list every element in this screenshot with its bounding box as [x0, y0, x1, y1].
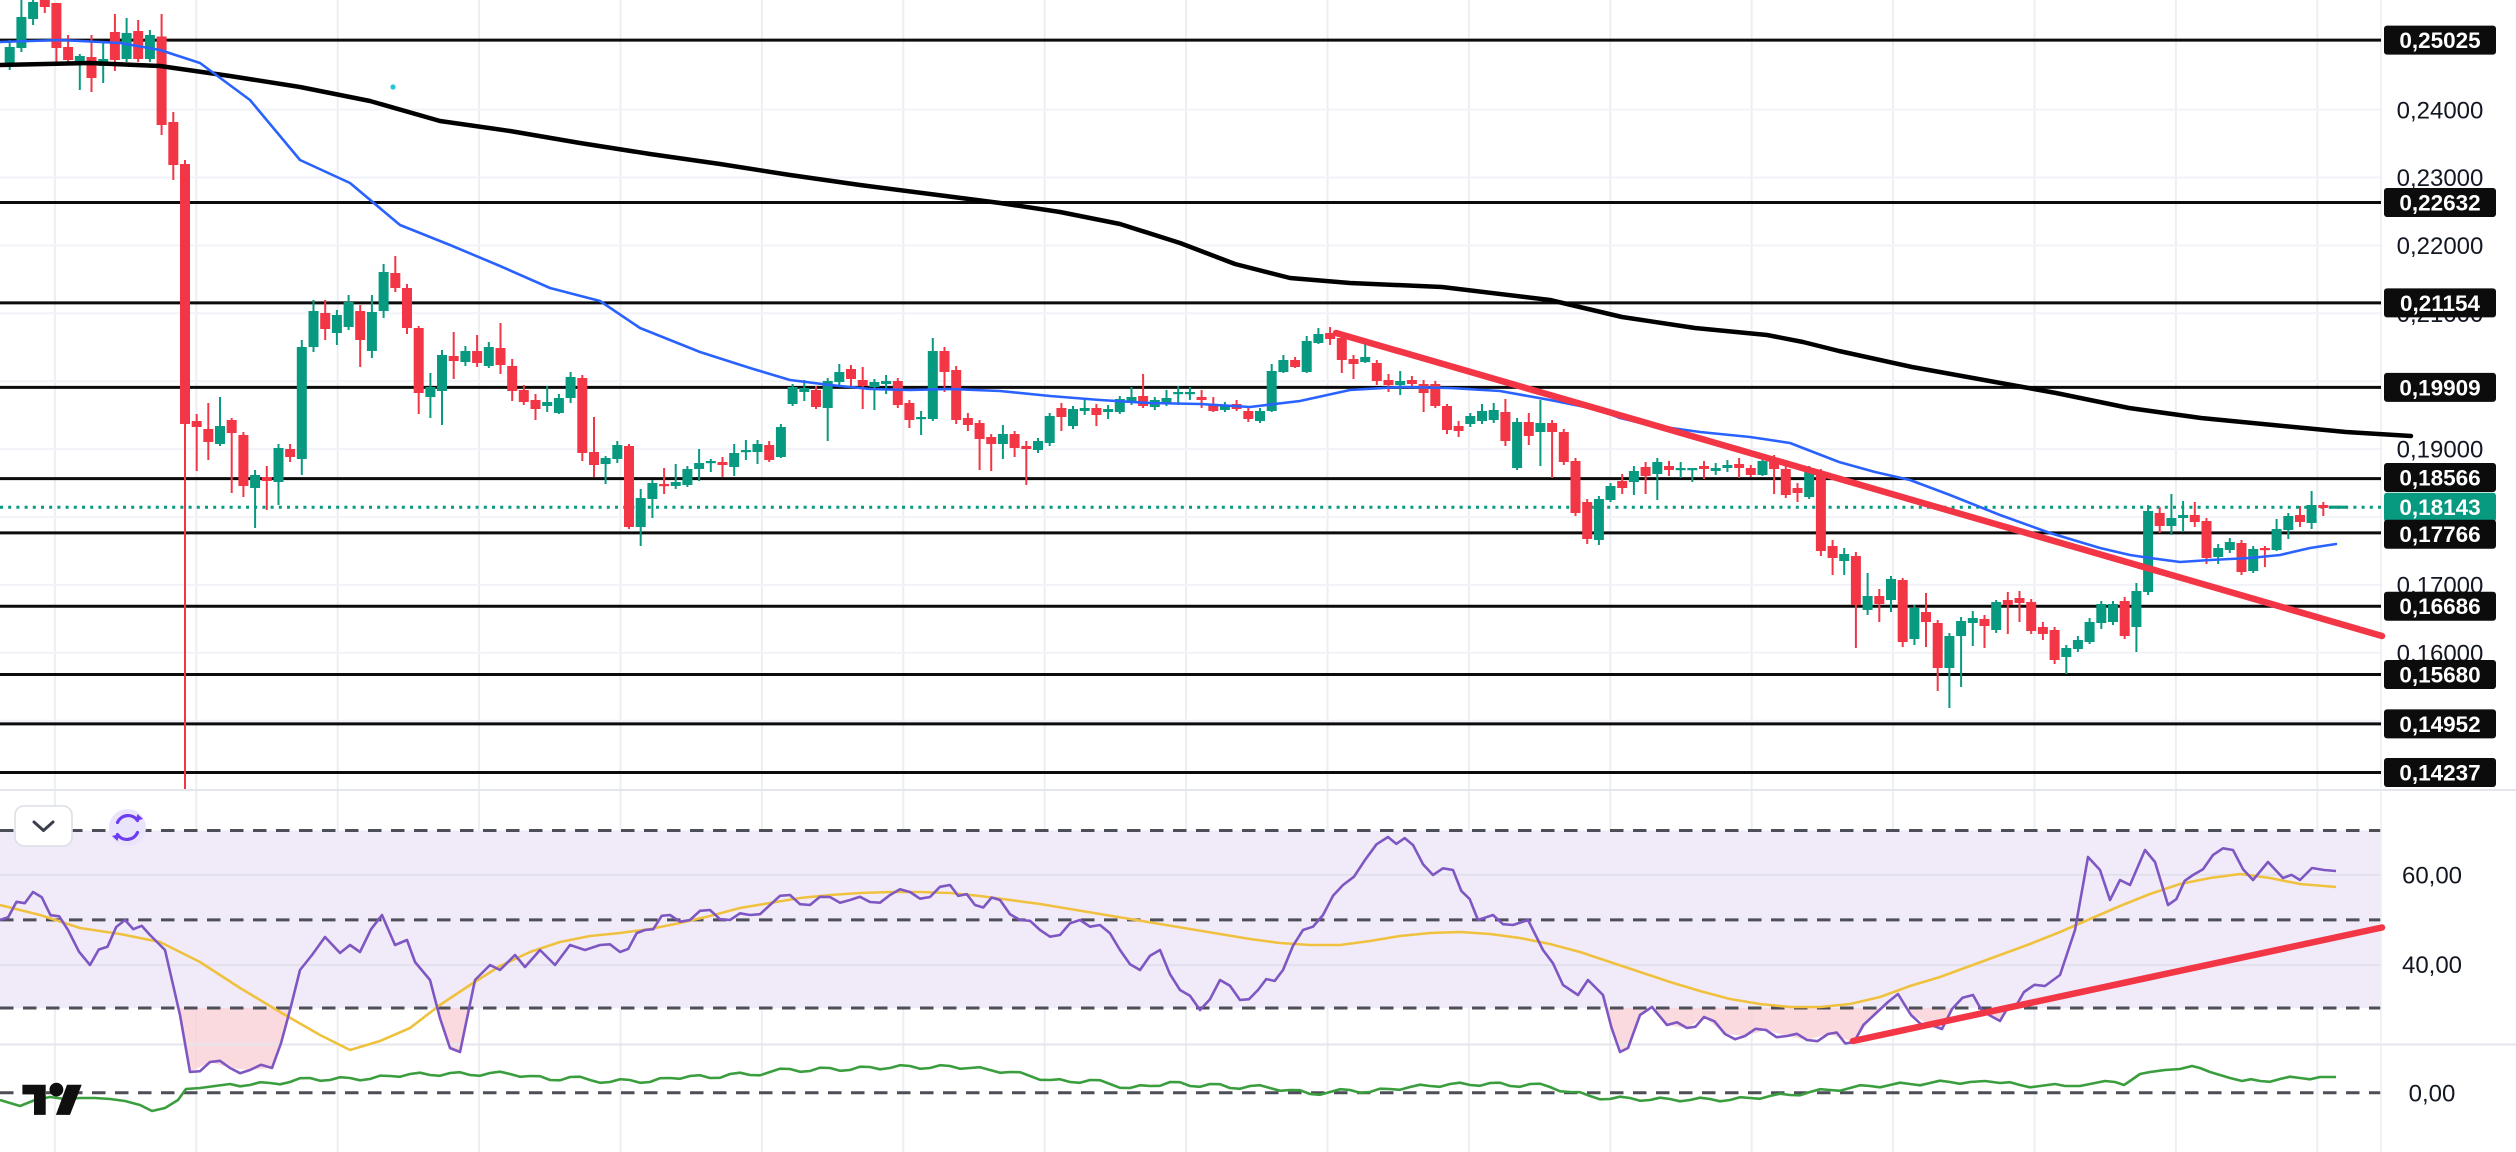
svg-text:0,21154: 0,21154: [2400, 291, 2481, 316]
svg-text:40,00: 40,00: [2402, 952, 2462, 979]
svg-text:0,23000: 0,23000: [2397, 165, 2484, 192]
svg-text:0,15680: 0,15680: [2399, 663, 2480, 688]
svg-text:0,14237: 0,14237: [2399, 761, 2480, 786]
svg-text:0,00: 0,00: [2409, 1080, 2456, 1107]
svg-text:0,17766: 0,17766: [2399, 522, 2480, 547]
svg-text:0,18566: 0,18566: [2399, 466, 2480, 491]
svg-text:0,14952: 0,14952: [2399, 712, 2480, 737]
svg-text:0,24000: 0,24000: [2397, 97, 2484, 124]
svg-text:0,19909: 0,19909: [2399, 375, 2480, 400]
svg-text:0,16686: 0,16686: [2399, 594, 2480, 619]
svg-text:0,22632: 0,22632: [2399, 191, 2480, 216]
svg-text:60,00: 60,00: [2402, 862, 2462, 889]
svg-text:0,19000: 0,19000: [2397, 437, 2484, 464]
svg-text:0,18143: 0,18143: [2399, 495, 2480, 520]
svg-text:0,22000: 0,22000: [2397, 233, 2484, 260]
svg-text:0,25025: 0,25025: [2399, 28, 2480, 53]
